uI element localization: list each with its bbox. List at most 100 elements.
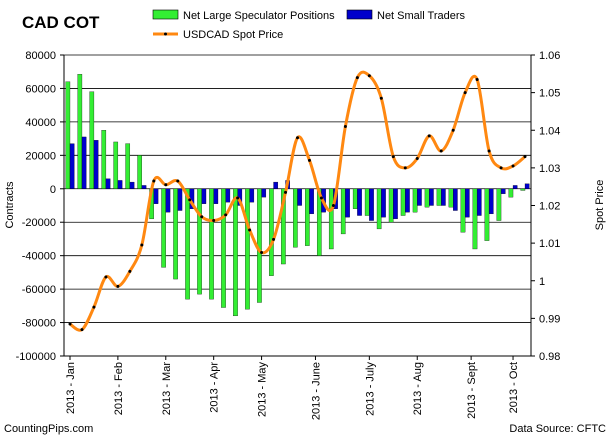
spot-price-point [499,166,503,170]
small-trader-bar [429,188,434,206]
y-axis-right-label: Spot Price [594,180,606,231]
large-speculator-bar [364,188,370,216]
small-trader-bar [405,188,410,213]
spot-price-point [200,215,204,219]
y-right-tick-label: 1.06 [539,50,560,62]
spot-price-point [116,284,120,288]
small-trader-bar [201,188,207,204]
x-axis-ticks: 2013 - Jan 2013 - Feb 2013 - Mar 2013 - Apr… [65,356,520,420]
small-trader-bar [177,188,183,211]
small-trader-bar [165,188,171,213]
spot-price-point [272,237,276,241]
legend-marker-spot-price [164,32,167,36]
x-tick-label: 2013 - July [364,362,376,416]
small-trader-bar [345,188,350,218]
legend-label-small-traders: Net Small Traders [377,10,466,22]
large-speculator-bar [101,130,107,189]
small-trader-bar [93,140,99,189]
legend-label-spot-price: USDCAD Spot Price [183,29,283,41]
y-axis-left-label: Contracts [4,181,16,229]
small-trader-bar [524,183,530,189]
spot-price-point [128,269,132,273]
large-speculator-bar [424,188,430,208]
small-trader-bar [453,188,458,211]
spot-price-point [152,179,156,183]
footer-site-label: CountingPips.com [4,423,93,435]
x-tick-label: 2013 - June [310,362,322,420]
spot-price-point [439,149,443,153]
y-right-tick-label: 1 [539,276,545,288]
spot-price-point [68,322,72,326]
spot-price-point [379,96,383,100]
spot-price-point [451,128,455,132]
small-trader-bar [381,188,386,218]
small-trader-bar [512,185,518,189]
large-speculator-bar [484,188,490,241]
spot-price-point [403,166,407,170]
small-trader-bar [105,178,111,189]
spot-price-point [391,155,395,159]
large-speculator-bar [197,188,202,295]
large-speculator-bar [65,81,71,189]
large-speculator-bar [269,188,274,276]
large-speculator-bars [65,74,526,317]
y-right-tick-label: 1.03 [539,163,560,175]
small-trader-bar [129,181,135,189]
large-speculator-bar [221,188,226,308]
large-speculator-bar [305,188,310,246]
small-trader-bar [261,188,267,198]
small-trader-bar [500,188,506,194]
x-tick-label: 2013 - Oct [508,362,520,413]
spot-price-point [487,149,491,153]
small-trader-bar [369,188,374,221]
large-speculator-bar [233,188,238,317]
spot-price-point [248,228,252,232]
y-right-tick-label: 0.99 [539,313,560,325]
x-tick-label: 2013 - Apr [209,362,221,413]
spot-price-line [68,70,527,332]
spot-price-point [475,77,479,81]
spot-price-point [140,243,144,247]
large-speculator-bar [209,188,214,300]
spot-price-point [343,124,347,128]
large-speculator-bar [472,188,478,250]
large-speculator-bar [293,188,298,248]
small-trader-bar [81,136,87,189]
small-trader-bar [213,188,219,204]
spot-price-point [224,213,228,217]
spot-price-point [415,156,419,160]
spot-price-point [367,74,371,78]
large-speculator-bar [185,188,190,300]
y-left-tick-label: -40000 [22,251,56,263]
large-speculator-bar [388,188,394,223]
x-tick-label: 2013 - Sept [466,362,478,419]
y-left-tick-label: 20000 [25,150,56,162]
large-speculator-bar [77,74,83,189]
small-trader-bar [441,188,446,206]
spot-price-point [236,196,240,200]
y-right-tick-label: 1.04 [539,125,560,137]
large-speculator-bar [496,188,502,221]
y-right-tick-label: 1.05 [539,88,560,100]
large-speculator-bar [448,188,454,208]
spot-price-point [319,196,323,200]
spot-price-point [104,275,108,279]
large-speculator-bar [352,188,358,209]
large-speculator-bar [281,188,286,265]
y-left-tick-label: -60000 [22,284,56,296]
y-left-tick-label: -80000 [22,318,56,330]
spot-price-point [188,198,192,202]
small-trader-bar [117,180,123,189]
legend-swatch-large-speculators [152,9,179,20]
y-right-tick-label: 0.98 [539,351,560,363]
small-trader-bar [141,185,147,189]
small-trader-bars [69,136,530,221]
y-right-tick-label: 1.02 [539,201,560,213]
spot-price-point [176,179,180,183]
small-trader-bar [273,181,279,189]
legend: Net Large Speculator Positions Net Small… [152,9,466,41]
small-trader-bar [393,188,398,220]
spot-price-point [164,183,168,187]
spot-price-point [284,190,288,194]
